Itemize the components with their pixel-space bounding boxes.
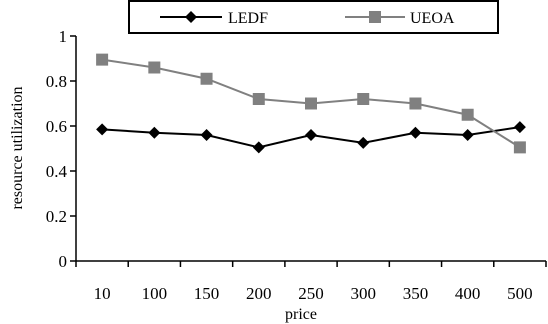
y-tick-label: 0.6 bbox=[46, 117, 67, 136]
series-ledf-point bbox=[200, 129, 213, 141]
series-ledf-point bbox=[252, 141, 265, 154]
x-axis-title: price bbox=[285, 306, 317, 323]
series-ueoa-point bbox=[409, 97, 422, 110]
series-ueoa-point bbox=[513, 141, 526, 154]
legend-ledf-marker bbox=[185, 11, 197, 23]
x-tick-label: 400 bbox=[455, 284, 481, 303]
series-ueoa-point bbox=[461, 108, 474, 121]
series-ledf-point bbox=[305, 129, 317, 141]
x-tick-label: 250 bbox=[298, 284, 324, 303]
series-ueoa-point bbox=[200, 72, 213, 85]
x-tick-label: 200 bbox=[246, 284, 272, 303]
x-tick-label: 350 bbox=[403, 284, 429, 303]
legend-ueoa-label: UEOA bbox=[410, 10, 455, 27]
legend: LEDF UEOA bbox=[128, 0, 499, 34]
series-ueoa-point bbox=[148, 61, 161, 74]
series-ueoa-point bbox=[357, 93, 370, 105]
series-ledf-point bbox=[148, 126, 161, 139]
series-ledf-point bbox=[357, 136, 370, 149]
series-ledf-point bbox=[461, 129, 474, 141]
series-ueoa-point bbox=[96, 53, 109, 66]
series-ueoa-point bbox=[252, 93, 265, 105]
x-tick-label: 10 bbox=[94, 284, 111, 303]
x-tick-label: 300 bbox=[350, 284, 376, 303]
x-tick-label: 500 bbox=[507, 284, 533, 303]
x-tick-label: 100 bbox=[142, 284, 168, 303]
plot-area bbox=[96, 53, 526, 154]
series-ledf-point bbox=[96, 123, 109, 136]
y-tick-group: 0 0.2 0.4 0.6 0.8 1 bbox=[46, 27, 76, 271]
series-ueoa bbox=[96, 53, 526, 154]
y-tick-label: 0.4 bbox=[46, 162, 68, 181]
series-ledf-point bbox=[513, 121, 526, 134]
series-ledf bbox=[96, 121, 526, 154]
series-ledf-point bbox=[409, 126, 422, 139]
x-tick-group: 10 100 150 200 250 300 350 400 500 bbox=[75, 261, 547, 303]
y-axis: 0 0.2 0.4 0.6 0.8 1 resource utilization bbox=[9, 27, 77, 271]
x-axis: 10 100 150 200 250 300 350 400 500 price bbox=[75, 260, 547, 323]
y-tick-label: 0 bbox=[59, 252, 68, 271]
legend-ledf-label: LEDF bbox=[228, 10, 268, 27]
y-tick-label: 1 bbox=[59, 27, 68, 46]
legend-ueoa-marker bbox=[369, 11, 381, 23]
y-tick-label: 0.2 bbox=[46, 207, 67, 226]
x-tick-label: 150 bbox=[194, 284, 220, 303]
y-tick-label: 0.8 bbox=[46, 72, 67, 91]
series-ueoa-point bbox=[305, 97, 317, 110]
y-axis-title: resource utilization bbox=[9, 86, 26, 209]
